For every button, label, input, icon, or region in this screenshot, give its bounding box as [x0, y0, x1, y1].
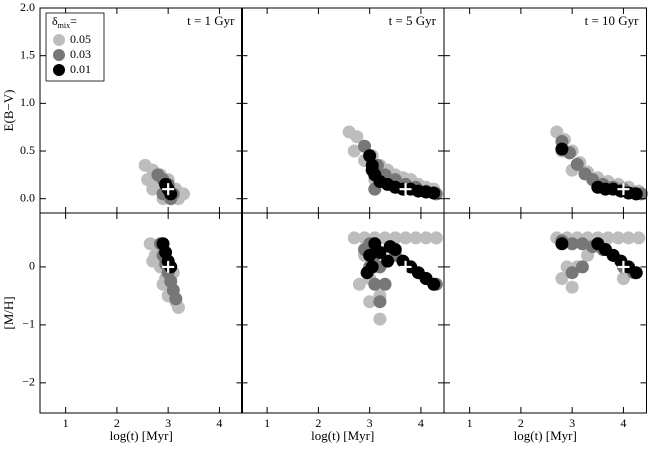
legend: δmix= 0.050.030.01	[45, 12, 105, 82]
data-point	[419, 231, 433, 245]
data-point	[363, 295, 377, 309]
true-value-marker	[617, 183, 630, 196]
legend-title: δmix=	[52, 14, 77, 30]
true-value-marker	[399, 183, 412, 196]
panel-title: t = 5 Gyr	[389, 13, 437, 28]
data-point	[368, 277, 382, 291]
data-point	[373, 312, 387, 326]
legend-label: 0.01	[70, 62, 91, 76]
data-point	[555, 142, 569, 156]
panel-title: t = 10 Gyr	[585, 13, 640, 28]
data-point	[555, 272, 569, 286]
data-point	[427, 277, 441, 291]
data-point	[429, 231, 443, 245]
y-tick-label: 0	[29, 259, 35, 273]
x-tick-label: 1	[264, 416, 270, 430]
legend-swatch	[53, 34, 65, 46]
y-axis-label: E(B−V)	[1, 90, 16, 132]
legend-swatch	[53, 64, 65, 76]
true-value-marker	[162, 183, 175, 196]
x-tick-label: 3	[569, 416, 575, 430]
x-tick-label: 3	[367, 416, 373, 430]
x-tick-label: 4	[216, 416, 222, 430]
legend-swatch	[53, 49, 65, 61]
data-point	[141, 173, 155, 187]
panel: 1 2 3 4 log(t) [Myr]	[241, 212, 445, 443]
x-tick-label: 1	[467, 416, 473, 430]
data-point	[565, 266, 579, 280]
panel-frame	[39, 212, 243, 414]
true-value-marker	[617, 260, 630, 273]
data-point	[169, 292, 183, 306]
legend-label: 0.03	[70, 47, 91, 61]
data-point	[347, 144, 361, 158]
x-axis-label: log(t) [Myr]	[110, 428, 173, 443]
panel: t = 5 Gyr	[241, 7, 445, 214]
data-point	[399, 231, 413, 245]
data-point	[352, 277, 366, 291]
y-tick-label: −2	[22, 375, 35, 389]
y-tick-label: 2.0	[20, 0, 35, 14]
panel: t = 10 Gyr	[443, 7, 648, 214]
legend-title-suffix: =	[70, 14, 77, 28]
data-point	[350, 130, 364, 144]
data-point	[632, 231, 646, 245]
data-point	[611, 231, 625, 245]
data-point	[365, 163, 379, 177]
data-point	[565, 237, 579, 251]
data-point	[373, 245, 387, 259]
panel-frame	[443, 212, 647, 414]
data-point	[358, 139, 372, 153]
x-axis-label: log(t) [Myr]	[311, 428, 374, 443]
data-point	[575, 260, 589, 274]
y-tick-label: 0.5	[20, 143, 35, 157]
data-point	[601, 231, 615, 245]
x-tick-label: 1	[63, 416, 69, 430]
x-tick-label: 2	[518, 416, 524, 430]
true-value-marker	[399, 260, 412, 273]
data-point	[555, 237, 569, 251]
legend-title-symbol: δ	[52, 14, 58, 28]
panel: 0.0 0.5 1.0 1.5 2.0 t = 1 Gyr	[20, 0, 243, 214]
data-point	[146, 254, 160, 268]
x-tick-label: 2	[114, 416, 120, 430]
data-point	[622, 231, 636, 245]
x-tick-label: 2	[315, 416, 321, 430]
data-point	[629, 187, 643, 201]
data-point	[347, 231, 361, 245]
data-point	[365, 260, 379, 274]
y-axis-label: [M/H]	[1, 296, 16, 329]
y-tick-label: −1	[22, 317, 35, 331]
data-point	[570, 157, 584, 171]
data-point	[146, 182, 160, 196]
x-tick-label: 4	[418, 416, 424, 430]
data-point	[383, 240, 397, 254]
data-point	[575, 237, 589, 251]
legend-label: 0.05	[70, 32, 91, 46]
x-tick-label: 4	[620, 416, 626, 430]
panel: 1 2 3 4 log(t) [Myr]	[443, 212, 647, 443]
x-tick-label: 3	[165, 416, 171, 430]
x-axis-label: log(t) [Myr]	[514, 428, 577, 443]
y-tick-label: 1.5	[20, 47, 35, 61]
legend-title-subscript: mix	[58, 21, 70, 30]
true-value-marker	[162, 260, 175, 273]
data-point	[381, 254, 395, 268]
data-point	[616, 272, 630, 286]
y-tick-label: 1.0	[20, 95, 35, 109]
data-point	[378, 277, 392, 291]
panel: −2 −1 0 1 2 3 4 log(t) [Myr]	[22, 212, 243, 443]
data-point	[427, 186, 441, 200]
panel-title: t = 1 Gyr	[187, 13, 235, 28]
data-point	[565, 280, 579, 294]
data-point	[373, 295, 387, 309]
y-tick-label: 0.0	[20, 190, 35, 204]
data-point	[363, 248, 377, 262]
data-point	[629, 266, 643, 280]
data-point	[409, 231, 423, 245]
